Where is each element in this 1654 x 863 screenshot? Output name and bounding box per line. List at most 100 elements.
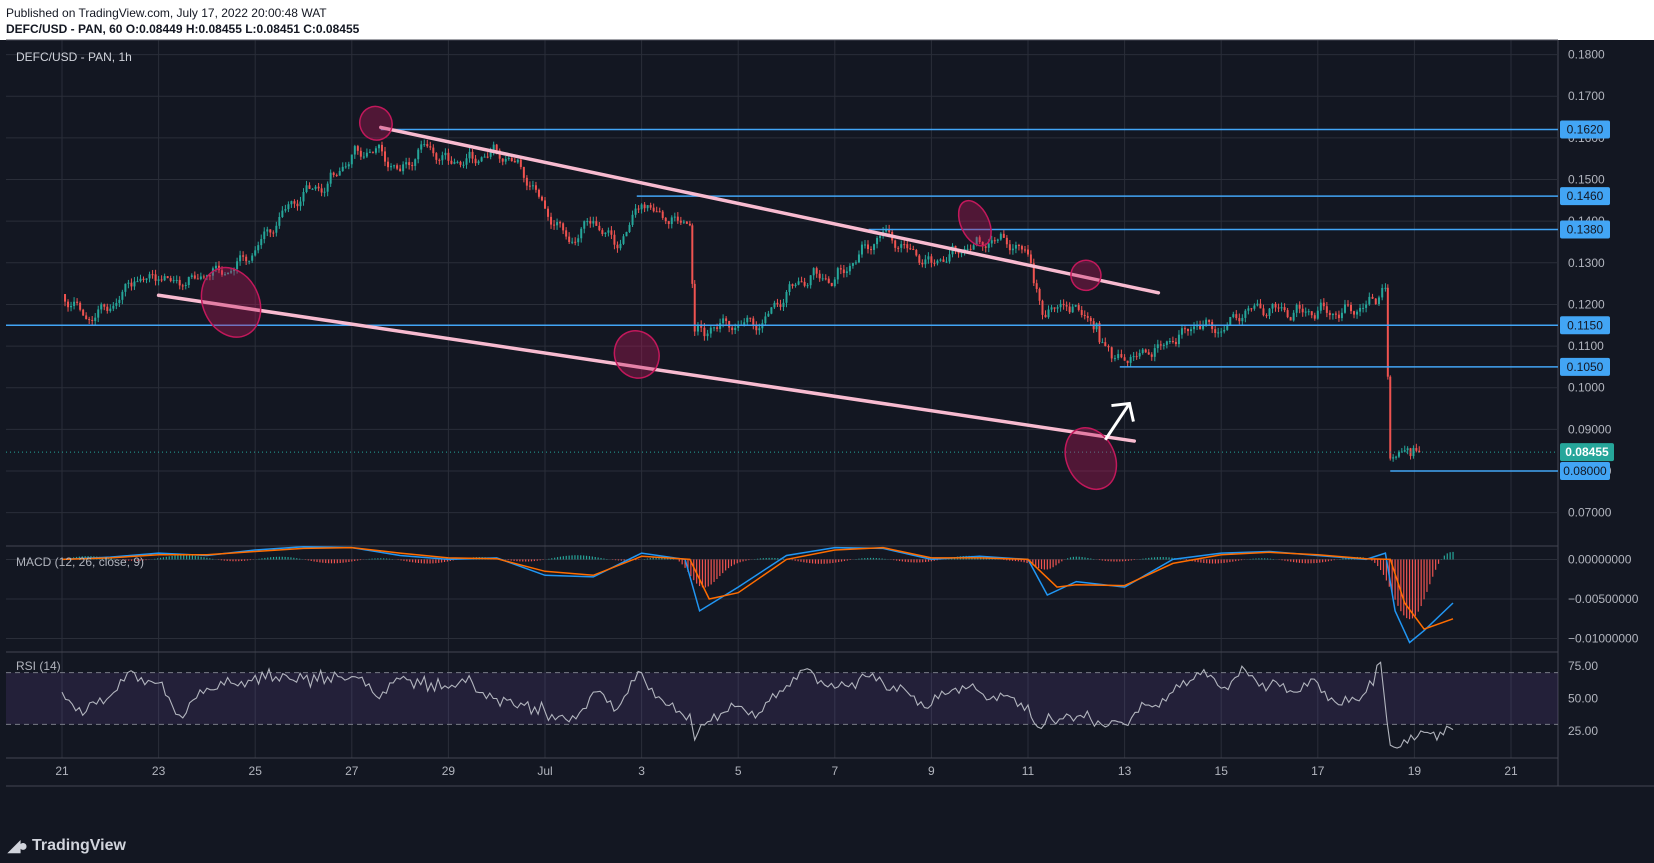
candle-body bbox=[1403, 450, 1406, 452]
candle-body bbox=[456, 161, 459, 163]
candle-body bbox=[806, 285, 809, 287]
candle-body bbox=[1307, 311, 1310, 313]
candle-body bbox=[1418, 450, 1421, 453]
candle-body bbox=[1235, 314, 1238, 319]
candle-body bbox=[492, 144, 495, 153]
footer: ◢● TradingView bbox=[0, 826, 1654, 863]
candle-body bbox=[471, 151, 474, 159]
price-level-label: 0.08000 bbox=[1563, 464, 1607, 478]
price-level-tag bbox=[1560, 462, 1610, 481]
candle-body bbox=[233, 269, 236, 272]
candle-body bbox=[248, 260, 251, 262]
x-tick-label: 7 bbox=[831, 764, 838, 778]
candle-body bbox=[103, 304, 106, 307]
candle-body bbox=[912, 249, 915, 251]
candle-body bbox=[199, 276, 202, 279]
header: Published on TradingView.com, July 17, 2… bbox=[0, 0, 1654, 40]
candle-body bbox=[1377, 297, 1380, 305]
candle-body bbox=[1283, 307, 1286, 311]
candle-body bbox=[776, 302, 779, 305]
rsi-series bbox=[61, 661, 1454, 749]
candle-body bbox=[888, 229, 891, 232]
candle-body bbox=[474, 158, 477, 164]
candle-body bbox=[1343, 304, 1346, 313]
x-tick-label: 21 bbox=[55, 764, 69, 778]
tradingview-brand[interactable]: ◢● TradingView bbox=[8, 836, 126, 856]
x-tick-label: 27 bbox=[345, 764, 359, 778]
y-tick-label: 0.1100 bbox=[1568, 339, 1604, 353]
candle-body bbox=[184, 285, 187, 287]
candle-body bbox=[716, 327, 719, 329]
candle-body bbox=[821, 278, 824, 280]
candle-body bbox=[537, 189, 540, 197]
candle-body bbox=[1205, 319, 1208, 325]
candle-body bbox=[239, 255, 242, 262]
candle-body bbox=[900, 244, 903, 248]
candle-body bbox=[1183, 328, 1186, 330]
candle-body bbox=[429, 146, 432, 148]
candle-body bbox=[1353, 311, 1356, 315]
candle-body bbox=[857, 254, 860, 263]
x-tick-label: 25 bbox=[249, 764, 263, 778]
candle-body bbox=[420, 144, 423, 150]
candle-body bbox=[1020, 246, 1023, 250]
candle-body bbox=[1223, 329, 1226, 332]
candle-body bbox=[121, 291, 124, 300]
candle-body bbox=[655, 211, 658, 213]
candle-body bbox=[510, 158, 513, 162]
candle-body bbox=[1077, 305, 1080, 310]
candle-body bbox=[918, 255, 921, 263]
candle-body bbox=[393, 165, 396, 167]
candle-body bbox=[1086, 316, 1089, 318]
candle-body bbox=[1123, 357, 1126, 361]
candle-body bbox=[670, 217, 673, 225]
trendline-upper bbox=[379, 125, 1161, 295]
candle-body bbox=[972, 245, 975, 250]
candle-body bbox=[685, 221, 688, 224]
candle-body bbox=[616, 244, 619, 249]
candles bbox=[64, 139, 1421, 462]
candle-body bbox=[462, 164, 465, 166]
candle-body bbox=[341, 166, 344, 172]
candle-body bbox=[1044, 314, 1047, 318]
candle-body bbox=[1029, 254, 1032, 264]
candle-body bbox=[374, 148, 377, 153]
ohlc-readout: DEFC/USD - PAN, 60 O:0.08449 H:0.08455 L… bbox=[6, 22, 360, 36]
candle-body bbox=[142, 278, 145, 280]
candle-body bbox=[480, 157, 483, 162]
candle-body bbox=[812, 268, 815, 276]
candle-body bbox=[1050, 307, 1053, 310]
candle-body bbox=[1250, 308, 1253, 310]
x-tick-label: 9 bbox=[928, 764, 935, 778]
candle-body bbox=[483, 156, 486, 158]
candle-body bbox=[706, 333, 709, 337]
macd-series-signal bbox=[61, 546, 1454, 630]
candle-body bbox=[673, 216, 676, 218]
candle-body bbox=[402, 164, 405, 172]
candle-body bbox=[942, 259, 945, 262]
candle-body bbox=[359, 150, 362, 157]
candle-body bbox=[281, 210, 284, 217]
brand-label: TradingView bbox=[31, 837, 126, 854]
candle-body bbox=[1110, 347, 1113, 359]
last-price-tag bbox=[1560, 443, 1614, 462]
candle-body bbox=[1202, 324, 1205, 330]
chart-svg[interactable]: 21 23 25 27 29 Jul 3 5 7 9 11 13 15 17 19 21 0.1800 0.170… bbox=[0, 0, 1654, 826]
candle-body bbox=[1199, 325, 1202, 330]
candle-body bbox=[435, 153, 438, 160]
candle-body bbox=[755, 325, 758, 331]
candle-body bbox=[1129, 356, 1132, 363]
candle-body bbox=[263, 231, 266, 240]
candle-body bbox=[867, 244, 870, 250]
candle-body bbox=[1035, 283, 1038, 289]
candle-body bbox=[1350, 304, 1353, 312]
candle-body bbox=[709, 327, 712, 334]
candle-body bbox=[1301, 308, 1304, 313]
candle-body bbox=[652, 207, 655, 212]
price-level-tag bbox=[1560, 120, 1610, 139]
candle-body bbox=[1374, 298, 1377, 305]
candle-body bbox=[1247, 308, 1250, 311]
candle-body bbox=[568, 236, 571, 242]
candle-body bbox=[293, 201, 296, 204]
candle-body bbox=[100, 304, 103, 310]
